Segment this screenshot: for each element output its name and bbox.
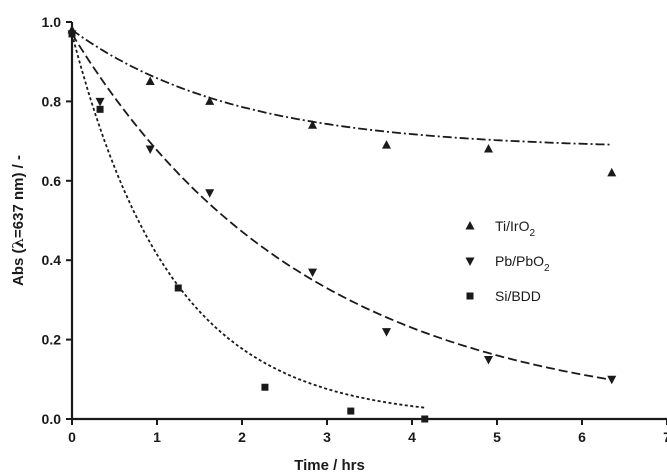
- legend-label-subscript: 2: [529, 228, 535, 239]
- fit-lines: [71, 29, 612, 409]
- data-point: [421, 415, 429, 423]
- y-tick-label: 0.4: [42, 252, 62, 268]
- x-tick-label: 5: [493, 429, 501, 445]
- y-axis-title-symbol: λ: [9, 238, 27, 249]
- legend-label-subscript: 2: [544, 263, 550, 274]
- data-point: [382, 140, 391, 149]
- data-point: [174, 284, 182, 292]
- data-point: [205, 96, 215, 105]
- markers: [67, 24, 617, 423]
- y-axis-title-pre: Abs (: [10, 248, 27, 286]
- data-point: [484, 355, 493, 365]
- x-axis-title: Time / hrs: [294, 457, 365, 474]
- legend-label: Pb/PbO2: [495, 253, 550, 274]
- data-point: [484, 144, 493, 153]
- data-point: [607, 375, 617, 385]
- axes: [70, 22, 667, 421]
- y-tick-label: 1.0: [42, 14, 62, 30]
- x-ticks: 0 1 2 3 4 5 6 7: [68, 419, 667, 445]
- y-tick-label: 0.8: [42, 93, 62, 109]
- legend-marker: [465, 221, 475, 230]
- data-point: [308, 120, 318, 129]
- x-tick-label: 3: [323, 429, 331, 445]
- y-axis-title-post: =637 nm) / -: [10, 155, 27, 238]
- data-point: [382, 328, 391, 337]
- data-point: [96, 105, 104, 113]
- data-point: [95, 97, 105, 107]
- legend-label: Si/BDD: [495, 288, 541, 304]
- y-tick-label: 0.6: [42, 173, 62, 189]
- data-point: [347, 407, 355, 415]
- x-tick-label: 4: [408, 429, 416, 445]
- x-tick-label: 0: [68, 429, 76, 445]
- fit-line-0: [71, 29, 612, 146]
- legend-label: Ti/IrO2: [495, 218, 535, 239]
- data-point: [261, 383, 269, 391]
- y-ticks: 0.0 0.2 0.4 0.6 0.8 1.0: [42, 14, 72, 427]
- data-point: [607, 167, 617, 177]
- legend-label-main: Si/BDD: [495, 288, 541, 304]
- legend-marker: [466, 292, 474, 300]
- data-point: [145, 145, 155, 155]
- data-point: [205, 189, 215, 198]
- y-tick-label: 0.0: [42, 411, 62, 427]
- data-point: [145, 76, 155, 86]
- data-point: [308, 268, 318, 278]
- legend-marker: [465, 257, 475, 266]
- x-tick-label: 6: [578, 429, 586, 445]
- data-point: [68, 30, 76, 38]
- y-tick-label: 0.2: [42, 332, 62, 348]
- fit-line-2: [71, 33, 425, 409]
- x-tick-label: 2: [238, 429, 246, 445]
- legend-label-main: Ti/IrO: [495, 218, 530, 234]
- y-axis-title: Abs (λ=637 nm) / -: [9, 155, 27, 286]
- x-tick-label: 7: [663, 429, 667, 445]
- x-tick-label: 1: [153, 429, 161, 445]
- fit-line-1: [71, 33, 612, 381]
- legend-label-main: Pb/PbO: [495, 253, 544, 269]
